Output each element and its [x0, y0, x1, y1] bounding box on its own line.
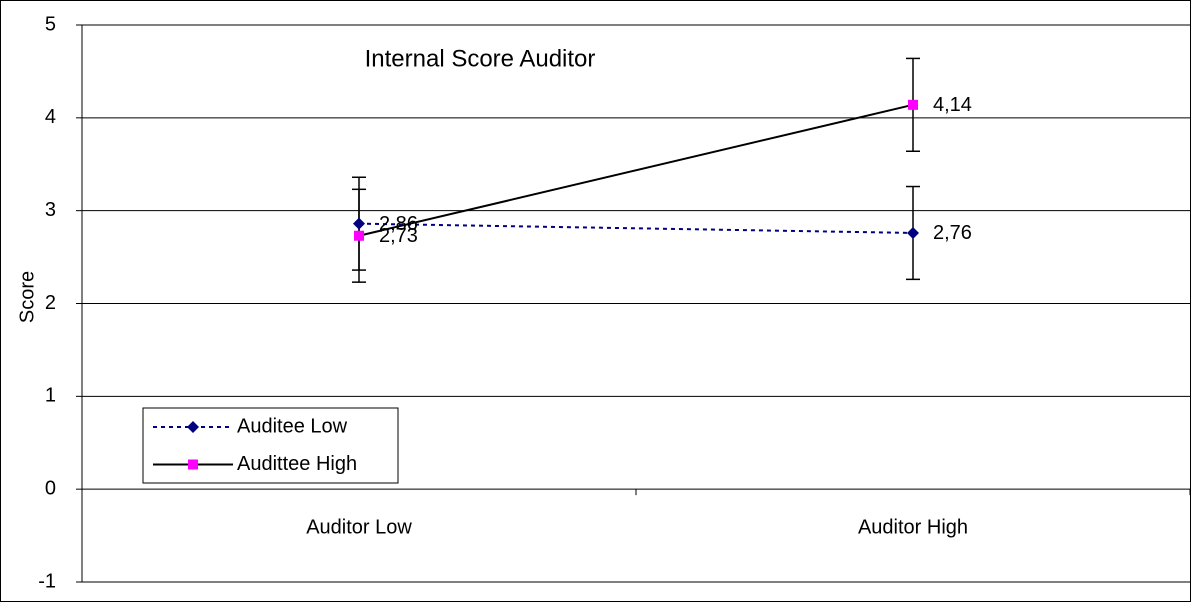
data-point: [908, 99, 918, 110]
y-tick-label: 0: [45, 477, 56, 499]
legend-marker: [187, 421, 199, 433]
y-tick-label: -1: [38, 570, 56, 592]
legend-label: Audittee High: [237, 453, 357, 475]
y-axis-label: Score: [16, 271, 38, 323]
y-tick-label: 2: [45, 292, 56, 314]
legend-box: [142, 407, 399, 484]
data-label: 4,14: [933, 94, 972, 116]
legend-marker: [188, 459, 198, 470]
y-tick-label: 3: [45, 199, 56, 221]
data-label: 2,86: [379, 213, 418, 235]
legend-label: Auditee Low: [237, 415, 348, 437]
x-tick-label: Auditor High: [858, 516, 968, 538]
data-label: 2,73: [379, 225, 418, 247]
series-line: [358, 103, 914, 237]
data-point: [907, 226, 919, 239]
data-point: [354, 230, 364, 241]
y-tick-label: 4: [45, 106, 56, 128]
y-tick-label: 1: [45, 385, 56, 407]
data-point: [353, 217, 365, 230]
chart-title: Internal Score Auditor: [365, 45, 596, 72]
data-label: 2,76: [933, 222, 972, 244]
x-tick-label: Auditor Low: [306, 516, 412, 538]
y-tick-label: 5: [45, 13, 56, 35]
